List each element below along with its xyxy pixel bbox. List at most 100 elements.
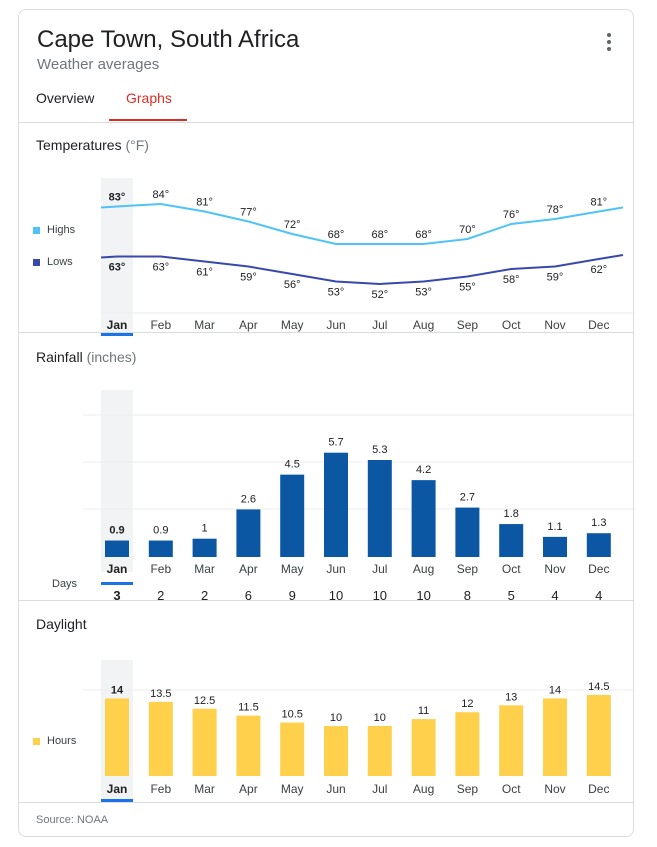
highs-value-label: 76° (503, 209, 520, 221)
rainfall-bar (586, 533, 611, 557)
lows-value-label: 53° (328, 287, 345, 299)
daylight-bar (543, 698, 567, 776)
tab-overview[interactable]: Overview (36, 90, 95, 106)
rainfall-bar (192, 538, 217, 557)
daylight-value-label: 13.5 (150, 688, 171, 700)
month-tick-label: Apr (239, 782, 258, 796)
daylight-bar (280, 722, 305, 776)
highs-swatch (33, 226, 40, 234)
month-tick-label: Aug (413, 318, 434, 332)
month-tick-label: Jan (107, 318, 128, 332)
selected-month-indicator (101, 582, 133, 585)
month-tick-label: Apr (239, 562, 258, 576)
rainfall-value-label: 5.3 (372, 444, 387, 456)
month-tick-label: Sep (457, 782, 479, 796)
month-tick-label: Aug (413, 562, 434, 576)
weather-card: Cape Town, South Africa Weather averages… (18, 9, 634, 837)
rain-days-value: 6 (245, 588, 252, 603)
legend-hours: Hours (33, 735, 76, 747)
daylight-chart: 14 13.5 12.5 11.5 10.5 10 10 11 12 13 14 14.5 Jan Feb… (83, 660, 633, 802)
lows-value-label: 56° (284, 279, 301, 291)
month-tick-label: Oct (502, 318, 521, 332)
tab-graphs[interactable]: Graphs (126, 90, 172, 106)
month-tick-label: Dec (588, 562, 609, 576)
lows-line (100, 254, 624, 286)
month-tick-label: Jun (326, 562, 345, 576)
highs-line (100, 202, 624, 245)
lows-value-label: 55° (459, 282, 476, 294)
month-tick-label: Aug (413, 782, 434, 796)
rain-days-value: 4 (551, 588, 558, 603)
daylight-bar (455, 712, 480, 776)
legend-lows: Lows (33, 256, 73, 268)
more-options-icon[interactable] (599, 30, 619, 54)
rainfall-value-label: 1.8 (504, 508, 519, 520)
month-tick-label: Oct (502, 562, 521, 576)
month-tick-label: May (281, 562, 304, 576)
month-tick-label: Jul (372, 782, 387, 796)
lows-swatch (33, 258, 40, 266)
month-tick-label: Oct (502, 782, 521, 796)
month-tick-label: Jul (372, 318, 387, 332)
temperature-chart: 83° 84° 81° 77° 72° 68° 68° 68° 70° 76° 78° 81° 63° 6… (100, 178, 633, 336)
month-tick-label: Sep (457, 318, 479, 332)
rainfall-value-label: 0.9 (109, 525, 124, 537)
rain-days-value: 8 (464, 588, 471, 603)
divider (19, 122, 633, 123)
month-tick-label: Nov (544, 562, 565, 576)
highs-value-label: 81° (196, 197, 213, 209)
highs-value-label: 68° (415, 229, 432, 241)
daylight-value-label: 12 (461, 698, 473, 710)
daylight-value-label: 12.5 (194, 695, 215, 707)
legend-lows-label: Lows (47, 256, 73, 268)
rainfall-bar (367, 460, 392, 557)
month-tick-label: Feb (150, 318, 171, 332)
days-label: Days (52, 578, 78, 590)
temperatures-unit: (°F) (125, 137, 149, 153)
rainfall-value-label: 2.7 (460, 492, 475, 504)
rain-days-value: 4 (595, 588, 602, 603)
weather-subtitle: Weather averages (37, 56, 160, 73)
tab-graphs-indicator (109, 119, 187, 121)
lows-value-label: 63° (152, 262, 169, 274)
rainfall-value-label: 4.2 (416, 464, 431, 476)
daylight-bar (236, 715, 261, 776)
daylight-bar (148, 701, 173, 776)
highs-value-label: 68° (371, 229, 388, 241)
rainfall-bar (324, 452, 348, 557)
month-tick-label: May (281, 318, 304, 332)
source-note: Source: NOAA (36, 814, 109, 826)
rainfall-title: Rainfall (inches) (36, 349, 136, 365)
divider (19, 802, 633, 803)
rainfall-value-label: 1.3 (591, 517, 606, 529)
daylight-value-label: 13 (505, 691, 517, 703)
daylight-bar (324, 726, 348, 776)
daylight-value-label: 10 (374, 712, 386, 724)
selected-month-indicator (101, 799, 133, 802)
rain-days-value: 10 (416, 588, 430, 603)
temperatures-title-text: Temperatures (36, 137, 122, 153)
rainfall-bar (105, 540, 129, 557)
highs-value-label: 78° (547, 204, 564, 216)
rainfall-value-label: 1.1 (547, 521, 562, 533)
month-tick-label: Mar (194, 782, 215, 796)
lows-value-label: 59° (547, 272, 564, 284)
rain-days-value: 2 (201, 588, 208, 603)
rainfall-value-label: 0.9 (153, 525, 168, 537)
rainfall-value-label: 5.7 (328, 437, 343, 449)
highs-value-label: 68° (328, 229, 345, 241)
rainfall-value-label: 2.6 (241, 493, 256, 505)
rain-days-value: 5 (508, 588, 515, 603)
month-tick-label: Jun (326, 318, 345, 332)
daylight-bar (105, 698, 129, 776)
legend-highs: Highs (33, 224, 75, 236)
rainfall-value-label: 4.5 (285, 459, 300, 471)
daylight-value-label: 10.5 (281, 709, 302, 721)
rainfall-bar (499, 524, 524, 557)
lows-value-label: 53° (415, 287, 432, 299)
highs-value-label: 84° (152, 189, 169, 201)
rain-days-value: 9 (289, 588, 296, 603)
daylight-value-label: 11.5 (238, 702, 259, 714)
highs-value-label: 81° (590, 197, 607, 209)
daylight-title: Daylight (36, 616, 87, 632)
